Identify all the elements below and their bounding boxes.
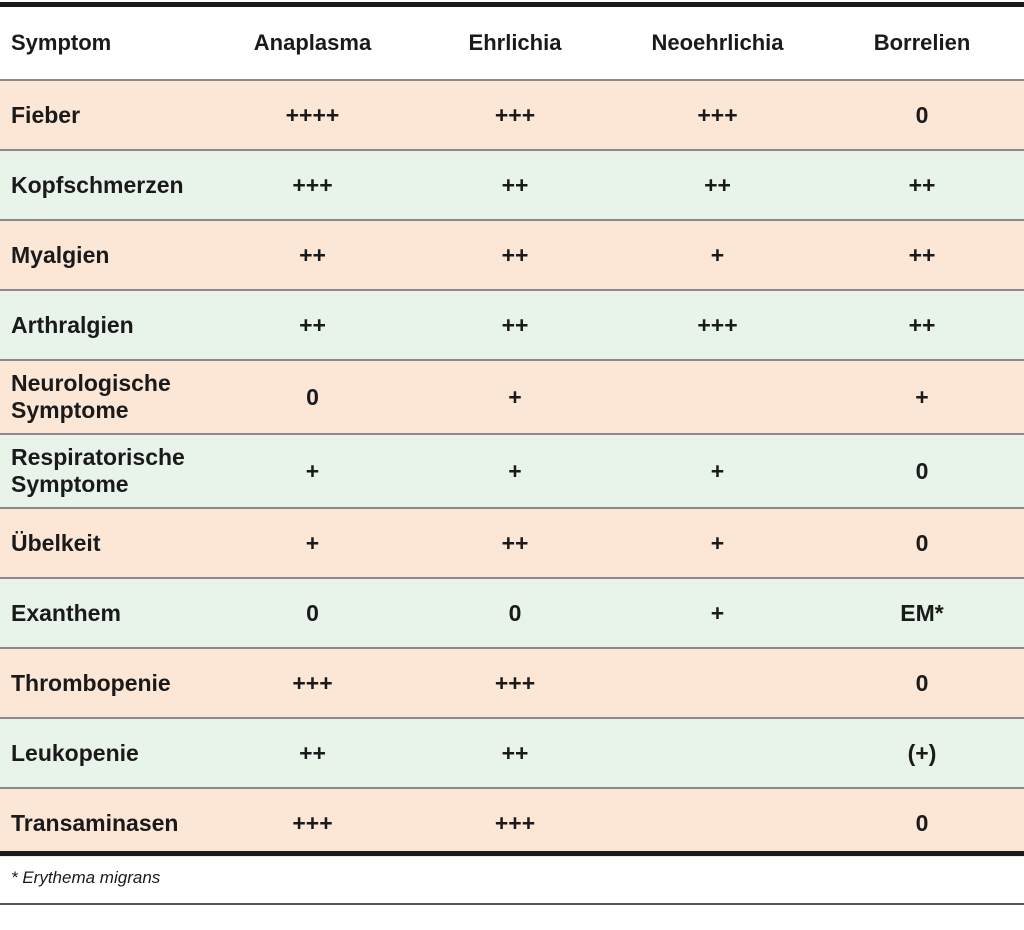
table-row: Transaminasen +++ +++ 0 — [0, 788, 1024, 857]
value-cell: ++ — [415, 508, 615, 579]
value-cell — [615, 360, 820, 435]
value-cell: EM* — [820, 578, 1024, 649]
value-cell: 0 — [415, 578, 615, 649]
value-cell: ++ — [210, 718, 415, 789]
table-row: Übelkeit + ++ + 0 — [0, 508, 1024, 579]
header-ehrlichia: Ehrlichia — [415, 7, 615, 81]
value-cell: +++ — [615, 80, 820, 151]
table-header-row: Symptom Anaplasma Ehrlichia Neoehrlichia… — [0, 7, 1024, 81]
value-cell — [615, 648, 820, 719]
value-cell: ++ — [415, 718, 615, 789]
value-cell — [615, 788, 820, 857]
value-cell: 0 — [210, 578, 415, 649]
value-cell: 0 — [210, 360, 415, 435]
value-cell: ++ — [210, 220, 415, 291]
header-symptom: Symptom — [0, 7, 210, 81]
value-cell: + — [415, 434, 615, 509]
header-neoehrlichia: Neoehrlichia — [615, 7, 820, 81]
footnote: * Erythema migrans — [11, 868, 161, 887]
value-cell: ++ — [615, 150, 820, 221]
value-cell: ++ — [210, 290, 415, 361]
table-row: Myalgien ++ ++ + ++ — [0, 220, 1024, 291]
value-cell — [615, 718, 820, 789]
value-cell: + — [820, 360, 1024, 435]
symptom-cell: Myalgien — [0, 220, 210, 291]
value-cell: +++ — [210, 648, 415, 719]
value-cell: +++ — [415, 80, 615, 151]
value-cell: ++++ — [210, 80, 415, 151]
symptom-cell: Arthralgien — [0, 290, 210, 361]
value-cell: + — [615, 434, 820, 509]
value-cell: + — [210, 508, 415, 579]
footnote-rule — [0, 903, 1024, 905]
value-cell: +++ — [615, 290, 820, 361]
value-cell: + — [615, 578, 820, 649]
symptom-cell: Neurologische Symptome — [0, 360, 210, 435]
value-cell: + — [615, 508, 820, 579]
value-cell: 0 — [820, 80, 1024, 151]
table-top-rule — [0, 2, 1024, 7]
value-cell: ++ — [820, 290, 1024, 361]
table-row: Leukopenie ++ ++ (+) — [0, 718, 1024, 789]
table-row: Fieber ++++ +++ +++ 0 — [0, 80, 1024, 151]
table-row: Respiratorische Symptome + + + 0 — [0, 434, 1024, 509]
symptom-cell: Leukopenie — [0, 718, 210, 789]
value-cell: ++ — [415, 150, 615, 221]
symptom-table: Symptom Anaplasma Ehrlichia Neoehrlichia… — [0, 7, 1024, 857]
value-cell: (+) — [820, 718, 1024, 789]
value-cell: 0 — [820, 788, 1024, 857]
value-cell: +++ — [415, 788, 615, 857]
value-cell: 0 — [820, 434, 1024, 509]
symptom-cell: Fieber — [0, 80, 210, 151]
table-row: Exanthem 0 0 + EM* — [0, 578, 1024, 649]
header-borrelien: Borrelien — [820, 7, 1024, 81]
symptom-cell: Respiratorische Symptome — [0, 434, 210, 509]
table-row: Arthralgien ++ ++ +++ ++ — [0, 290, 1024, 361]
value-cell: + — [210, 434, 415, 509]
header-anaplasma: Anaplasma — [210, 7, 415, 81]
symptom-cell: Thrombopenie — [0, 648, 210, 719]
symptom-cell: Transaminasen — [0, 788, 210, 857]
symptom-cell: Kopfschmerzen — [0, 150, 210, 221]
value-cell: + — [415, 360, 615, 435]
table-row: Neurologische Symptome 0 + + — [0, 360, 1024, 435]
symptom-cell: Exanthem — [0, 578, 210, 649]
value-cell: + — [615, 220, 820, 291]
table-bottom-rule — [0, 851, 1024, 856]
table-row: Kopfschmerzen +++ ++ ++ ++ — [0, 150, 1024, 221]
value-cell: ++ — [820, 220, 1024, 291]
value-cell: +++ — [210, 150, 415, 221]
value-cell: 0 — [820, 508, 1024, 579]
symptom-cell: Übelkeit — [0, 508, 210, 579]
value-cell: ++ — [415, 290, 615, 361]
value-cell: +++ — [210, 788, 415, 857]
value-cell: 0 — [820, 648, 1024, 719]
value-cell: ++ — [415, 220, 615, 291]
table-row: Thrombopenie +++ +++ 0 — [0, 648, 1024, 719]
value-cell: ++ — [820, 150, 1024, 221]
value-cell: +++ — [415, 648, 615, 719]
